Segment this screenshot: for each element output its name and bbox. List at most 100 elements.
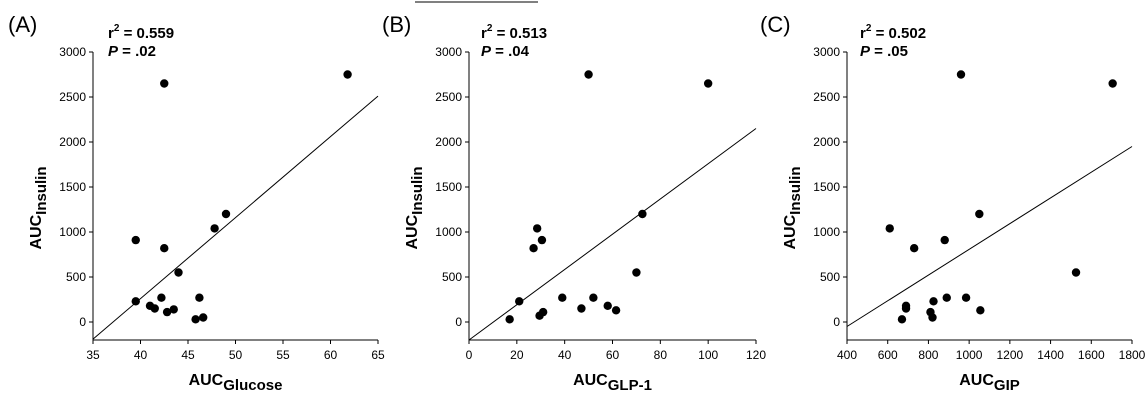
data-point — [538, 307, 548, 317]
data-point — [1108, 79, 1117, 88]
y-tick-label: 0 — [833, 315, 840, 329]
data-point — [199, 313, 208, 322]
x-tick-label: 0 — [466, 348, 473, 362]
data-point — [1071, 268, 1081, 277]
data-point — [940, 235, 949, 245]
r-squared-equals: = — [119, 25, 136, 42]
r-squared-exponent: 2 — [866, 23, 872, 34]
r-squared-value: 0.513 — [510, 25, 548, 42]
r-squared-annotation: r2 = 0.502 — [860, 23, 926, 42]
p-value-symbol: P — [860, 43, 871, 60]
data-point — [131, 235, 140, 245]
data-point — [174, 268, 183, 277]
data-point — [343, 70, 352, 79]
r-squared-symbol: r — [108, 25, 114, 42]
data-point — [131, 297, 140, 306]
r-squared-exponent: 2 — [487, 23, 493, 34]
x-tick-label: 50 — [229, 348, 243, 362]
y-axis-title-sub: Insulin — [787, 166, 804, 214]
x-tick-label: 45 — [181, 348, 195, 362]
data-point — [221, 209, 231, 219]
data-point — [956, 70, 966, 79]
r-squared-symbol: r — [860, 25, 866, 42]
x-axis-title: AUCGLP-1 — [573, 372, 652, 394]
data-point — [961, 293, 971, 302]
x-tick-label: 20 — [510, 348, 524, 362]
x-tick-label: 400 — [837, 348, 857, 362]
data-point — [976, 306, 985, 315]
x-tick-label: 1800 — [1119, 348, 1146, 362]
data-point — [638, 209, 647, 219]
y-tick-label: 1500 — [435, 180, 462, 194]
r-squared-equals: = — [492, 25, 509, 42]
data-point — [195, 293, 204, 302]
r-squared-symbol: r — [481, 25, 487, 42]
data-point — [157, 293, 166, 302]
x-tick-label: 120 — [746, 348, 766, 362]
y-axis-title-main: AUC — [782, 214, 799, 249]
y-tick-label: 1500 — [59, 180, 86, 194]
x-axis-title-sub: GIP — [994, 377, 1020, 394]
data-point — [703, 79, 713, 88]
x-axis-title: AUCGIP — [959, 372, 1020, 394]
y-axis-title: AUCInsulin — [782, 166, 804, 249]
data-point — [603, 301, 612, 310]
x-tick-label: 60 — [606, 348, 620, 362]
x-tick-label: 1200 — [997, 348, 1024, 362]
p-value-annotation: P = .04 — [481, 43, 530, 60]
x-tick-label: 1400 — [1037, 348, 1064, 362]
p-value-annotation: P = .02 — [108, 43, 156, 60]
p-value-symbol: P — [481, 43, 492, 60]
data-point — [589, 293, 598, 302]
y-tick-label: 1000 — [435, 225, 462, 239]
y-tick-label: 0 — [455, 315, 462, 329]
y-axis-title-main: AUC — [28, 214, 45, 249]
data-point — [577, 304, 586, 313]
y-tick-label: 2000 — [813, 135, 840, 149]
data-point — [897, 315, 907, 324]
data-point — [169, 305, 178, 314]
p-value-symbol: P — [108, 43, 119, 60]
y-tick-label: 1500 — [813, 180, 840, 194]
data-point — [505, 315, 514, 324]
r-squared-value: 0.502 — [889, 25, 927, 42]
y-axis-title: AUCInsulin — [404, 166, 426, 249]
y-tick-label: 2000 — [59, 135, 86, 149]
panel-label: (C) — [760, 12, 791, 37]
data-point — [558, 293, 567, 302]
data-point — [160, 79, 169, 88]
data-point — [928, 313, 937, 322]
x-tick-label: 40 — [558, 348, 572, 362]
y-tick-label: 3000 — [59, 45, 86, 59]
p-value-value: .02 — [135, 43, 156, 60]
data-point — [537, 235, 547, 245]
x-tick-label: 1000 — [956, 348, 983, 362]
data-point — [160, 244, 169, 253]
data-point — [191, 315, 200, 324]
y-tick-label: 2500 — [435, 90, 462, 104]
data-point — [942, 293, 951, 302]
data-point — [529, 244, 538, 253]
y-tick-label: 2500 — [813, 90, 840, 104]
p-value-equals: = — [870, 43, 887, 60]
data-point — [150, 304, 159, 313]
data-point — [611, 306, 621, 315]
p-value-equals: = — [118, 43, 135, 60]
y-tick-label: 500 — [66, 270, 86, 284]
x-axis-title-main: AUC — [189, 372, 224, 389]
r-squared-annotation: r2 = 0.513 — [481, 23, 547, 42]
p-value-value: .05 — [887, 43, 908, 60]
data-point — [532, 224, 542, 233]
x-tick-label: 100 — [698, 348, 718, 362]
x-tick-label: 55 — [276, 348, 290, 362]
x-tick-label: 60 — [324, 348, 338, 362]
y-tick-label: 3000 — [435, 45, 462, 59]
panel-label: (A) — [8, 12, 37, 37]
data-point — [885, 224, 894, 233]
y-tick-label: 1000 — [59, 225, 86, 239]
x-tick-label: 80 — [654, 348, 668, 362]
p-value-annotation: P = .05 — [860, 43, 908, 60]
